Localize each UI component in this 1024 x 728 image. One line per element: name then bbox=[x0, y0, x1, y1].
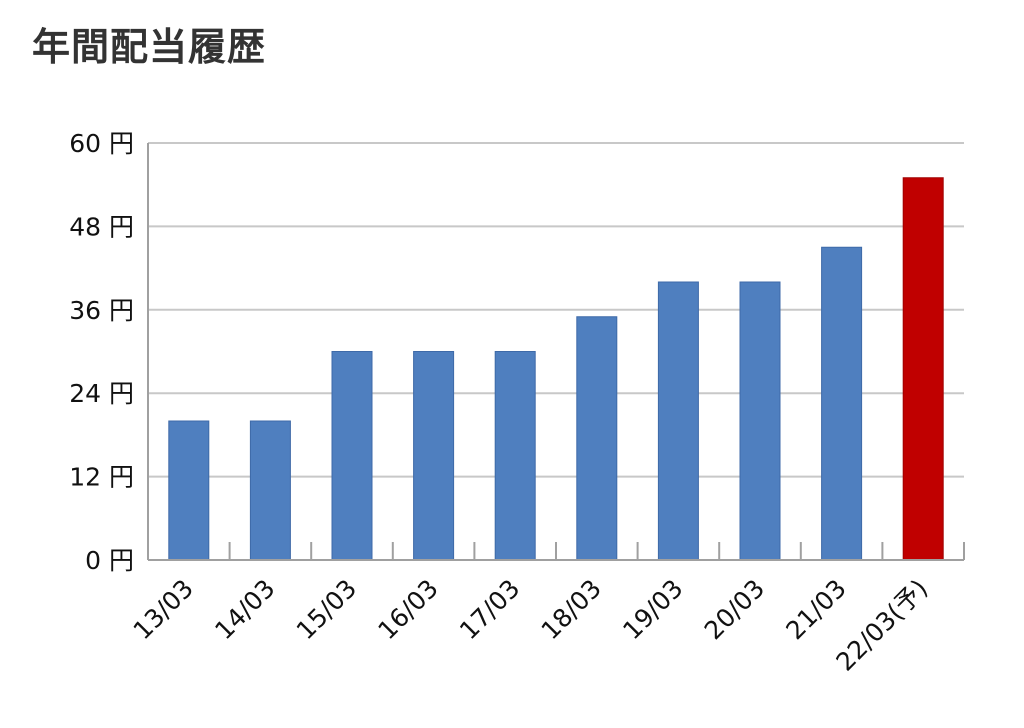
x-tick-label: 18/03 bbox=[536, 574, 607, 645]
y-tick-label: 36 円 bbox=[69, 296, 134, 325]
x-tick-label: 17/03 bbox=[454, 574, 525, 645]
bars bbox=[168, 177, 944, 561]
page-title: 年間配当履歴 bbox=[32, 25, 267, 69]
x-axis-tick-labels: 13/03 14/03 15/03 16/03 17/03 18/03 19/03 20/03… bbox=[128, 574, 934, 677]
x-tick-label: 16/03 bbox=[372, 574, 443, 645]
bar bbox=[413, 351, 455, 561]
bar bbox=[168, 420, 210, 561]
bar bbox=[657, 281, 699, 561]
y-tick-label: 24 円 bbox=[69, 379, 134, 408]
x-tick-label: 20/03 bbox=[699, 574, 770, 645]
y-tick-label: 48 円 bbox=[69, 212, 134, 241]
x-tick-label: 21/03 bbox=[780, 574, 851, 645]
y-tick-label: 60 円 bbox=[69, 129, 134, 158]
y-axis-tick-labels: 0 円 12 円 24 円 36 円 48 円 60 円 bbox=[69, 129, 134, 575]
x-tick-label: 15/03 bbox=[291, 574, 362, 645]
bar bbox=[331, 351, 373, 561]
bar bbox=[821, 246, 863, 561]
y-tick-label: 12 円 bbox=[69, 463, 134, 492]
bar-forecast bbox=[902, 177, 944, 561]
x-axis bbox=[147, 143, 965, 561]
bar bbox=[494, 351, 536, 561]
bar bbox=[576, 316, 618, 561]
x-tick-label: 13/03 bbox=[128, 574, 199, 645]
x-tick-label: 19/03 bbox=[617, 574, 688, 645]
x-tick-label: 14/03 bbox=[209, 574, 280, 645]
y-tick-label: 0 円 bbox=[85, 546, 134, 575]
bar bbox=[249, 420, 291, 561]
bar bbox=[739, 281, 781, 561]
